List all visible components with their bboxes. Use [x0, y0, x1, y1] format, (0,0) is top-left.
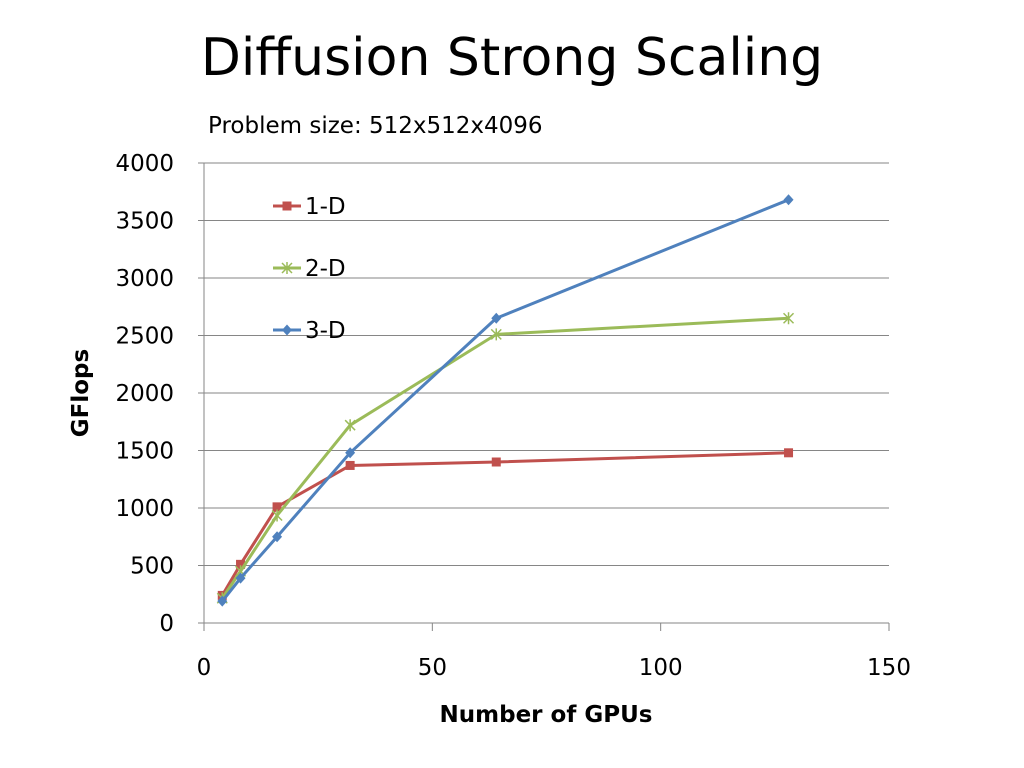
x-axis-title: Number of GPUs	[440, 702, 653, 728]
data-point	[783, 194, 794, 206]
y-axis-title: GFlops	[68, 349, 94, 437]
legend-label: 2-D	[305, 256, 346, 282]
data-point	[491, 457, 501, 467]
data-point	[272, 502, 282, 512]
data-point	[235, 572, 246, 584]
data-point	[490, 328, 502, 341]
legend-marker	[281, 262, 293, 274]
y-tick-label: 2000	[115, 381, 174, 407]
x-tick-label: 150	[867, 655, 911, 681]
series-line	[220, 451, 789, 597]
data-point	[236, 559, 246, 569]
slide-title: Diffusion Strong Scaling	[200, 28, 824, 88]
series-line	[221, 316, 789, 600]
gridlines	[204, 162, 889, 566]
series-1-D	[217, 448, 794, 600]
y-tick-label: 1000	[115, 496, 174, 522]
x-tick-label: 50	[418, 655, 447, 681]
data-series	[216, 194, 795, 607]
x-tick-label: 100	[639, 655, 683, 681]
data-point	[783, 312, 795, 325]
data-point	[344, 419, 356, 432]
data-point	[217, 595, 228, 607]
legend-marker	[282, 324, 292, 336]
x-tick-labels: 0 50 100 150	[197, 655, 911, 681]
data-point	[491, 312, 502, 324]
y-tick-label: 4000	[115, 151, 174, 177]
y-tick-label: 2500	[115, 324, 174, 350]
series-line	[221, 198, 790, 603]
data-point	[345, 447, 356, 459]
legend-label: 1-D	[305, 194, 346, 220]
legend-item: 1-D	[273, 194, 346, 220]
legend-label: 3-D	[305, 318, 346, 344]
series-2-D	[216, 312, 795, 605]
axes	[198, 162, 890, 631]
legend-item: 2-D	[273, 256, 346, 282]
y-tick-label: 1500	[115, 439, 174, 465]
y-tick-label: 3500	[115, 209, 174, 235]
data-point	[784, 448, 794, 458]
data-point	[272, 531, 283, 543]
y-tick-label: 3000	[115, 266, 174, 292]
legend-item: 3-D	[273, 318, 346, 344]
y-tick-labels: 0 500 1000 1500 2000 2500 3000 3500 4000	[115, 151, 174, 637]
x-tick-label: 0	[197, 655, 212, 681]
legend-marker	[282, 201, 292, 211]
data-point	[345, 460, 355, 470]
chart-subtitle: Problem size: 512x512x4096	[208, 113, 543, 139]
y-tick-label: 500	[130, 554, 174, 580]
data-point	[271, 509, 283, 522]
legend: 1-D 2-D 3-D	[273, 194, 346, 344]
series-3-D	[217, 194, 794, 607]
y-tick-label: 0	[159, 611, 174, 637]
